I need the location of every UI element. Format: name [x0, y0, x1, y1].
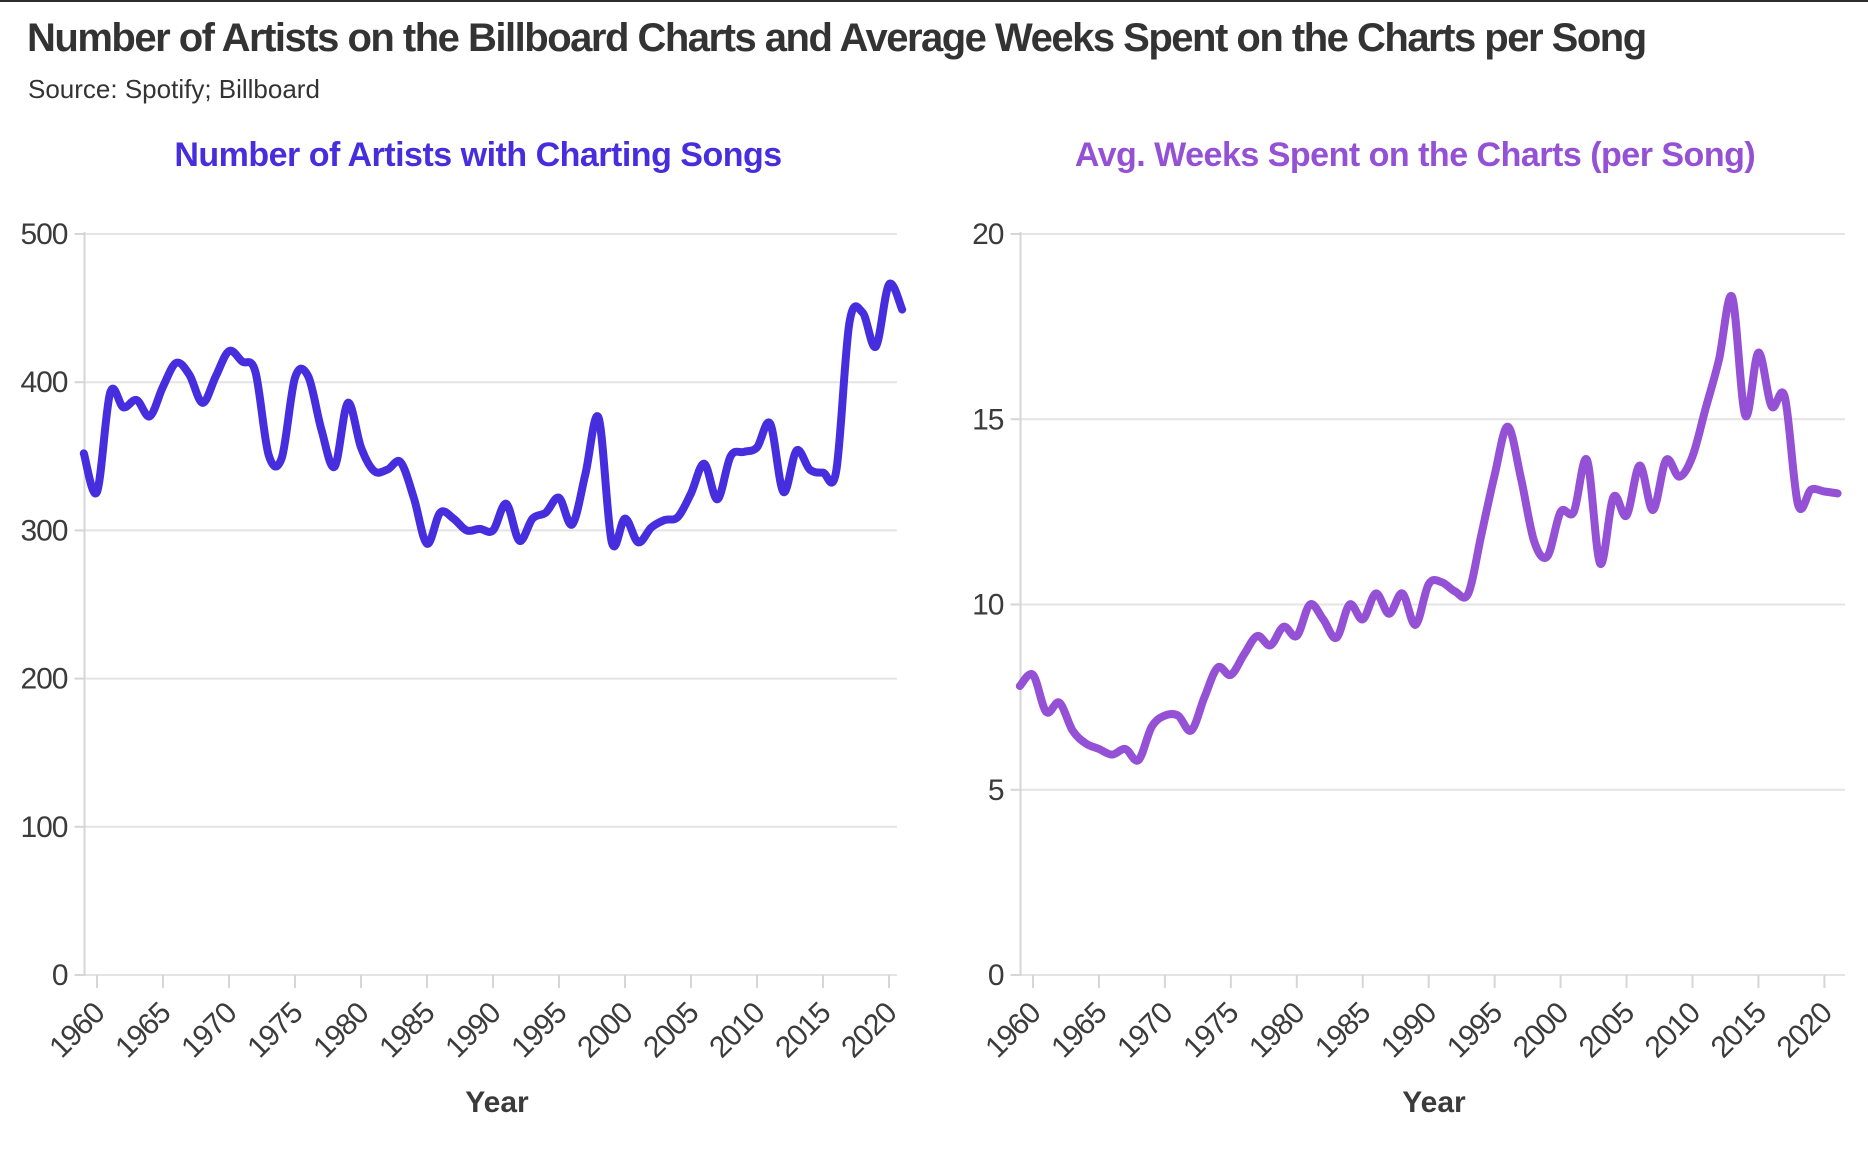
x-tick-label: 1960	[43, 996, 111, 1064]
x-tick-label: 1990	[439, 996, 507, 1064]
y-tick-label: 400	[20, 366, 67, 399]
right-chart: Avg. Weeks Spent on the Charts (per Song…	[972, 136, 1845, 1119]
x-tick-label: 1965	[109, 996, 177, 1064]
y-tick-label: 500	[20, 218, 67, 251]
x-tick-label: 1975	[1177, 996, 1245, 1064]
page-title: Number of Artists on the Billboard Chart…	[27, 16, 1647, 60]
x-tick-label: 1995	[1441, 996, 1509, 1064]
x-tick-label: 2000	[1507, 996, 1575, 1064]
x-tick-label: 2015	[769, 996, 837, 1064]
right-chart-plot: 0 5 10 15 20 19601965197019751980198519901995…	[972, 218, 1845, 1064]
x-tick-label: 1965	[1045, 996, 1113, 1064]
y-tick-label: 200	[20, 663, 67, 696]
y-tick-label: 0	[52, 959, 68, 992]
x-tick-label: 1970	[175, 996, 243, 1064]
x-tick-label: 2010	[703, 996, 771, 1064]
x-tick-label: 1980	[1243, 996, 1311, 1064]
right-xaxis-title: Year	[1402, 1086, 1466, 1119]
x-tick-label: 1990	[1375, 996, 1443, 1064]
x-tick-label: 2020	[1771, 996, 1839, 1064]
series-line	[79, 279, 907, 551]
x-tick-label: 1995	[505, 996, 573, 1064]
x-tick-label: 1975	[241, 996, 309, 1064]
left-chart-plot: 0 100 200 300 400 500 196019651970197519801985…	[20, 218, 907, 1064]
x-tick-label: 1970	[1111, 996, 1179, 1064]
x-tick-label: 1960	[979, 996, 1047, 1064]
left-chart: Number of Artists with Charting Songs 0 1…	[20, 136, 907, 1119]
series-line	[1015, 292, 1842, 765]
x-tick-label: 1980	[307, 996, 375, 1064]
y-tick-label: 5	[988, 774, 1004, 807]
left-xaxis-title: Year	[465, 1086, 529, 1119]
left-chart-title: Number of Artists with Charting Songs	[174, 136, 781, 174]
x-tick-label: 1985	[1309, 996, 1377, 1064]
y-tick-label: 10	[972, 589, 1004, 622]
y-tick-label: 20	[972, 218, 1004, 251]
y-tick-label: 100	[20, 811, 67, 844]
x-tick-label: 2020	[835, 996, 903, 1064]
source-line: Source: Spotify; Billboard	[28, 74, 320, 104]
x-tick-label: 2005	[637, 996, 705, 1064]
right-chart-title: Avg. Weeks Spent on the Charts (per Song…	[1075, 136, 1755, 174]
x-tick-label: 2005	[1573, 996, 1641, 1064]
x-tick-label: 1985	[373, 996, 441, 1064]
x-tick-label: 2015	[1705, 996, 1773, 1064]
x-tick-label: 2010	[1639, 996, 1707, 1064]
y-tick-label: 0	[988, 959, 1004, 992]
y-tick-label: 15	[972, 403, 1004, 436]
y-tick-label: 300	[20, 514, 67, 547]
x-tick-label: 2000	[571, 996, 639, 1064]
window-top-border	[0, 0, 1868, 2]
